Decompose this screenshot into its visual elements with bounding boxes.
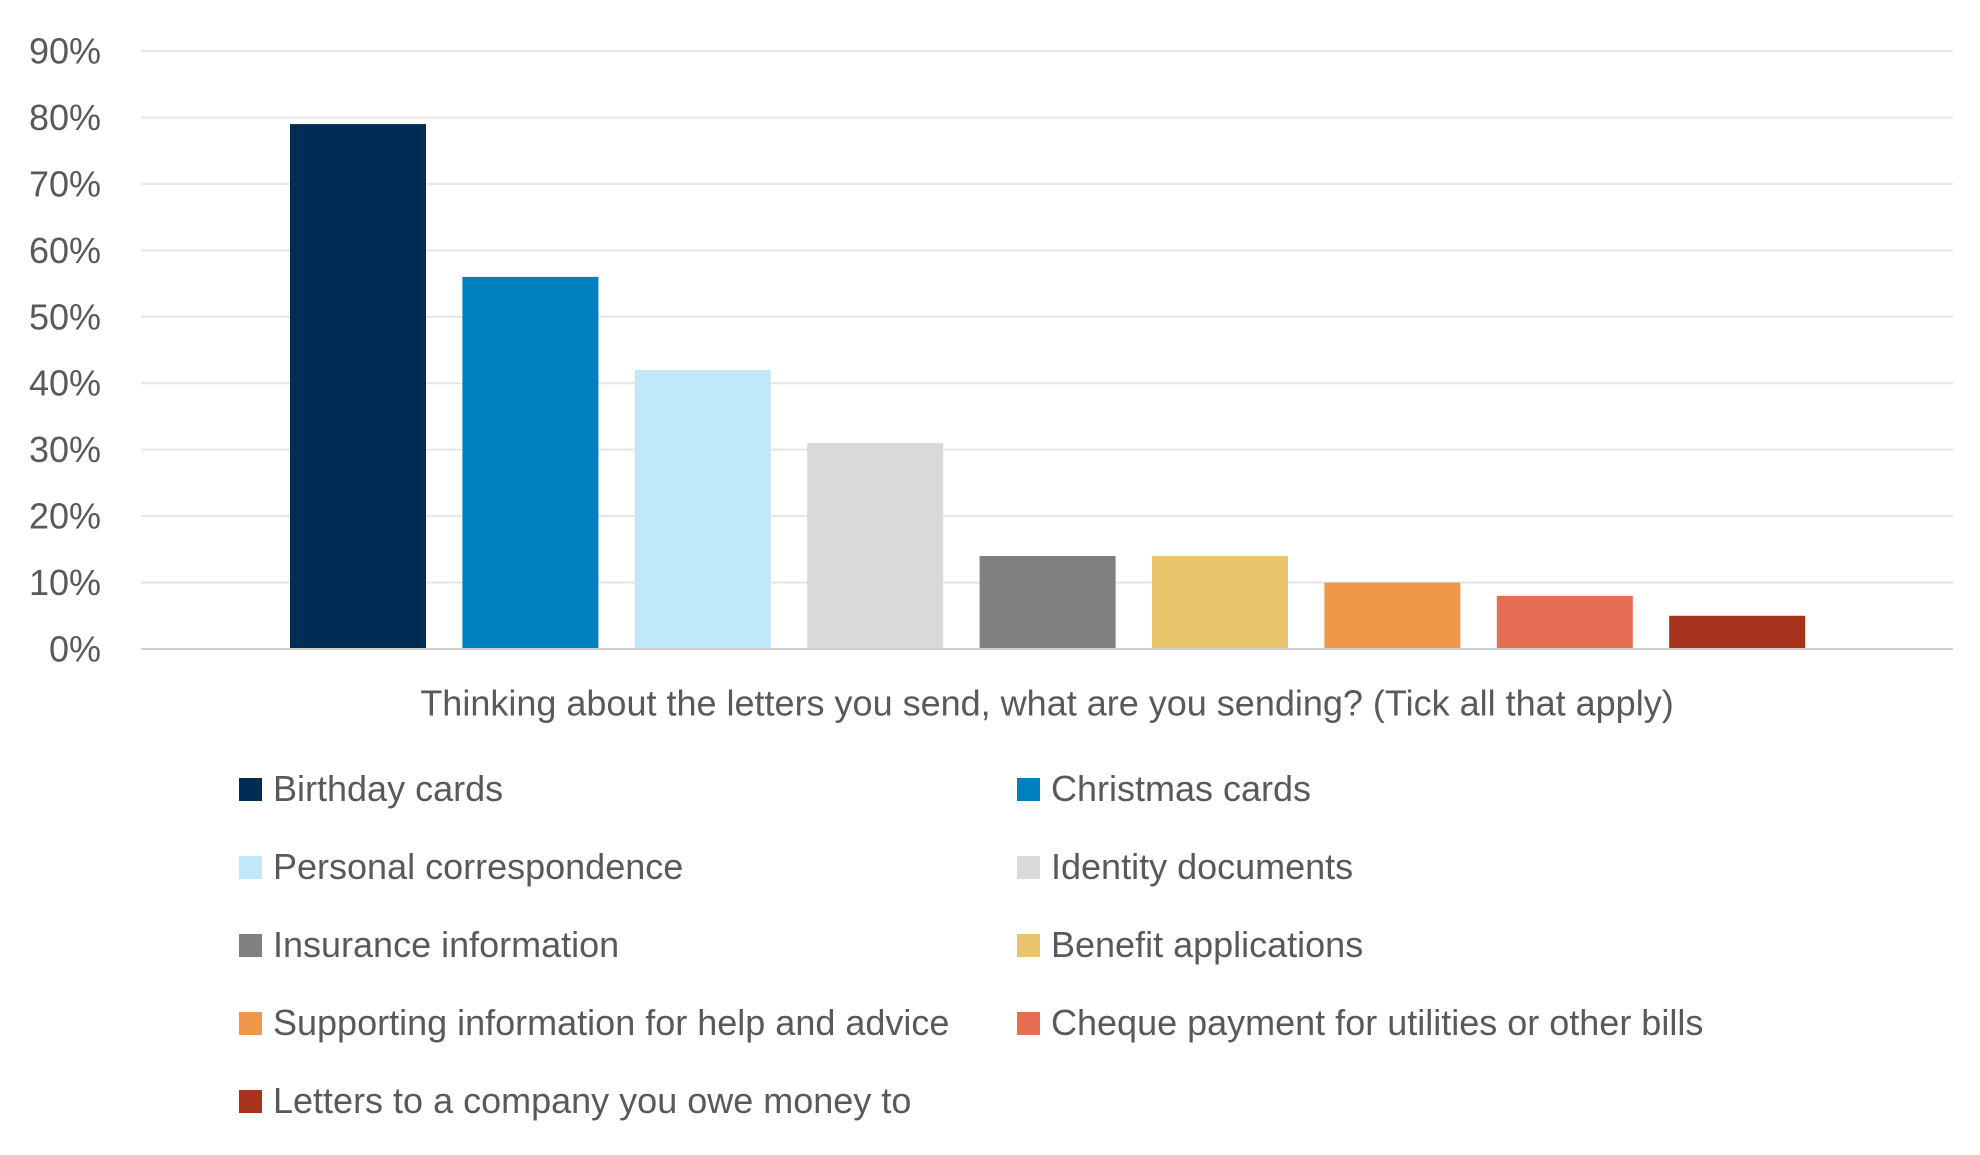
bar-chart: 0% 10% 20% 30% 40% 50% 60% 70% 80% 90% Thinking a… bbox=[29, 31, 1953, 724]
bar-birthday-cards bbox=[290, 124, 426, 650]
legend-label: Identity documents bbox=[1051, 846, 1354, 887]
y-tick-label: 60% bbox=[29, 230, 101, 271]
legend-label: Benefit applications bbox=[1051, 924, 1364, 965]
gridlines bbox=[141, 50, 1953, 584]
legend-item: Identity documents bbox=[1017, 846, 1353, 888]
y-tick-label: 30% bbox=[29, 429, 101, 470]
bars bbox=[290, 124, 1806, 650]
bar-letters-to-a-company-you-owe-money-to bbox=[1669, 615, 1806, 649]
bar-personal-correspondence bbox=[634, 369, 771, 649]
legend-label: Cheque payment for utilities or other bi… bbox=[1051, 1002, 1704, 1043]
y-tick-label: 90% bbox=[29, 31, 101, 72]
y-tick-label: 80% bbox=[29, 97, 101, 138]
x-axis-title: Thinking about the letters you send, wha… bbox=[420, 683, 1673, 724]
legend-label: Personal correspondence bbox=[273, 846, 684, 887]
bar-insurance-information bbox=[979, 555, 1116, 649]
legend-swatch bbox=[239, 1011, 262, 1035]
bar-identity-documents bbox=[807, 443, 944, 649]
legend-label: Supporting information for help and advi… bbox=[273, 1002, 950, 1043]
legend-swatch bbox=[1017, 777, 1040, 801]
legend-label: Insurance information bbox=[273, 924, 620, 965]
y-tick-label: 20% bbox=[29, 496, 101, 537]
y-tick-label: 40% bbox=[29, 363, 101, 404]
legend-swatch bbox=[239, 1089, 262, 1113]
legend-item: Personal correspondence bbox=[239, 846, 683, 888]
y-tick-label: 70% bbox=[29, 163, 101, 204]
legend-swatch bbox=[239, 777, 262, 801]
legend-swatch bbox=[1017, 1011, 1040, 1035]
legend-item: Letters to a company you owe money to bbox=[239, 1080, 911, 1122]
legend-label: Letters to a company you owe money to bbox=[273, 1080, 912, 1121]
bar-cheque-payment-for-utilities-or-other-bills bbox=[1496, 595, 1633, 649]
legend-swatch bbox=[1017, 855, 1040, 879]
legend-item: Cheque payment for utilities or other bi… bbox=[1017, 1002, 1703, 1044]
bar-benefit-applications bbox=[1152, 555, 1288, 649]
legend-swatch bbox=[239, 933, 262, 957]
legend-item: Benefit applications bbox=[1017, 924, 1363, 966]
legend-swatch bbox=[1017, 933, 1040, 957]
y-tick-label: 10% bbox=[29, 562, 101, 603]
legend-swatch bbox=[239, 855, 262, 879]
y-axis-ticks: 0% 10% 20% 30% 40% 50% 60% 70% 80% 90% bbox=[29, 31, 101, 670]
legend-item: Supporting information for help and advi… bbox=[239, 1002, 949, 1044]
legend-item: Christmas cards bbox=[1017, 768, 1311, 810]
legend-item: Birthday cards bbox=[239, 768, 503, 810]
legend-label: Christmas cards bbox=[1051, 768, 1312, 809]
y-tick-label: 0% bbox=[49, 629, 101, 670]
bar-christmas-cards bbox=[462, 276, 599, 649]
legend-label: Birthday cards bbox=[273, 768, 504, 809]
y-tick-label: 50% bbox=[29, 296, 101, 337]
bar-supporting-information-for-help-and-advice bbox=[1324, 582, 1461, 649]
legend-item: Insurance information bbox=[239, 924, 619, 966]
